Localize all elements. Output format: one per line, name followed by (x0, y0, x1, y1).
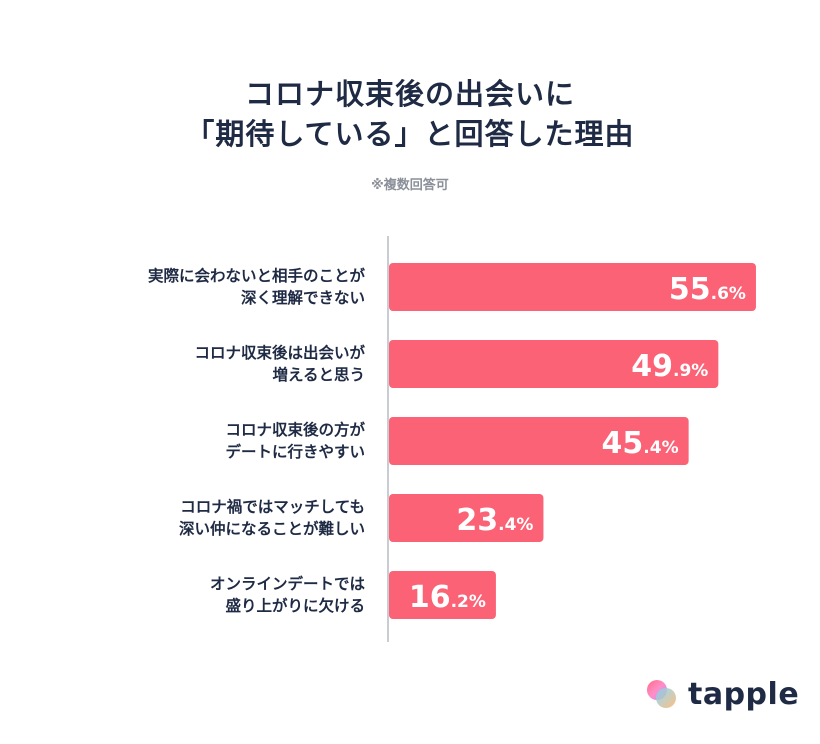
value-label: 16.2% (409, 580, 486, 615)
category-label-line: デートに行きやすい (225, 442, 365, 461)
bar (389, 417, 689, 465)
category-label-line: 増えると思う (272, 365, 365, 384)
bar (389, 263, 756, 311)
value-label: 45.4% (602, 426, 679, 461)
category-label-line: コロナ収束後は出会いが (194, 343, 365, 362)
category-label: 実際に会わないと相手のことが深く理解できない (148, 266, 366, 307)
category-label-line: 盛り上がりに欠ける (225, 596, 365, 615)
category-label: コロナ禍ではマッチしても深い仲になることが難しい (179, 497, 365, 538)
value-label: 49.9% (631, 349, 708, 384)
category-label-line: オンラインデートでは (210, 574, 366, 593)
tapple-logo-text: tapple (688, 676, 800, 712)
chart-title-line-1: コロナ収束後の出会いに (244, 77, 575, 111)
bar (389, 340, 719, 388)
category-label-line: 深く理解できない (241, 288, 365, 307)
category-label: コロナ収束後は出会いが増えると思う (194, 343, 365, 384)
value-label: 23.4% (456, 503, 533, 538)
chart-title: コロナ収束後の出会いに 「期待している」と回答した理由 (0, 74, 820, 154)
category-label: コロナ収束後の方がデートに行きやすい (225, 420, 365, 461)
tapple-logo-icon (647, 680, 676, 708)
category-label-line: 実際に会わないと相手のことが (148, 266, 366, 285)
category-label-line: 深い仲になることが難しい (179, 519, 365, 538)
value-label: 55.6% (669, 272, 746, 307)
category-label-line: コロナ禍ではマッチしても (180, 497, 365, 516)
category-label: オンラインデートでは盛り上がりに欠ける (210, 574, 366, 615)
chart-title-line-2: 「期待している」と回答した理由 (185, 117, 635, 151)
bar (389, 571, 496, 619)
tapple-logo: tapple (644, 674, 799, 714)
category-label-line: コロナ収束後の方が (225, 420, 365, 439)
bar (389, 494, 544, 542)
chart-note: ※複数回答可 (371, 178, 449, 193)
